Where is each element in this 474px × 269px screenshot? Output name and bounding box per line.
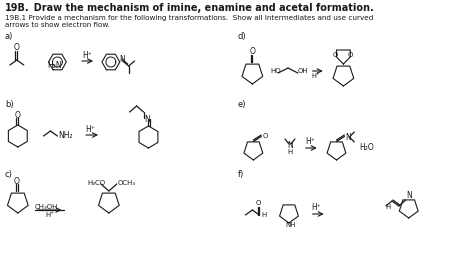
Text: OCH₃: OCH₃ (118, 180, 136, 186)
Text: N: N (346, 133, 351, 141)
Text: 19B.1 Provide a mechanism for the following transformations.  Show all intermedi: 19B.1 Provide a mechanism for the follow… (5, 15, 374, 21)
Text: f): f) (237, 171, 244, 179)
Text: H⁺: H⁺ (46, 212, 55, 218)
Text: H: H (385, 204, 390, 210)
Text: arrows to show electron flow.: arrows to show electron flow. (5, 22, 110, 28)
Text: Draw the mechanism of imine, enamine and acetal formation.: Draw the mechanism of imine, enamine and… (27, 3, 374, 13)
Text: NH: NH (285, 222, 295, 228)
Text: H⁺: H⁺ (305, 137, 315, 147)
Text: H⁺: H⁺ (312, 204, 322, 213)
Text: N: N (145, 115, 150, 123)
Text: O: O (249, 48, 255, 56)
Text: H⁺: H⁺ (82, 51, 92, 59)
Text: H⁺: H⁺ (312, 73, 320, 79)
Text: H: H (261, 212, 266, 218)
Text: N: N (406, 192, 411, 200)
Text: H: H (287, 149, 292, 155)
Text: OH: OH (298, 68, 309, 74)
Text: HO: HO (270, 68, 281, 74)
Text: H₃CO: H₃CO (87, 180, 105, 186)
Text: NH₂: NH₂ (58, 132, 73, 140)
Text: N: N (120, 55, 126, 65)
Text: O: O (14, 44, 20, 52)
Text: O: O (333, 52, 338, 58)
Text: d): d) (237, 33, 246, 41)
Text: O: O (14, 176, 20, 186)
Text: O: O (347, 52, 353, 58)
Text: H₂N: H₂N (47, 62, 62, 70)
Text: e): e) (237, 101, 246, 109)
Text: H₂O: H₂O (359, 143, 374, 151)
Text: O: O (15, 111, 21, 119)
Text: O: O (262, 133, 268, 139)
Text: c): c) (5, 171, 13, 179)
Text: CH₃OH: CH₃OH (35, 204, 58, 210)
Text: N: N (287, 140, 293, 150)
Text: O: O (255, 200, 261, 206)
Text: H⁺: H⁺ (85, 125, 95, 133)
Text: a): a) (5, 33, 13, 41)
Text: 19B.: 19B. (5, 3, 29, 13)
Text: b): b) (5, 101, 14, 109)
